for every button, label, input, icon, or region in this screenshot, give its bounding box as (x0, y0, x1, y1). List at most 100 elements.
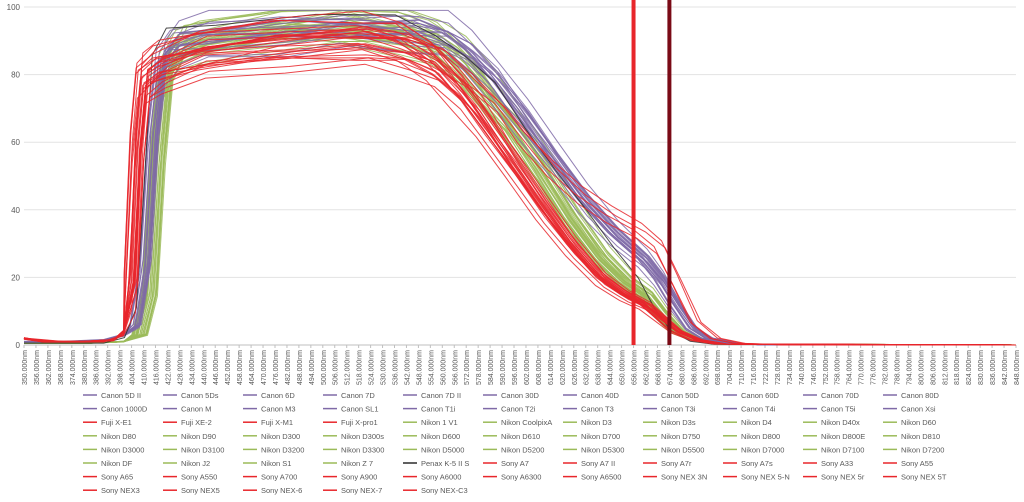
x-tick-label: 446.000nm (213, 350, 220, 385)
x-tick-label: 764.000nm (847, 350, 854, 385)
legend-label: Nikon D3200 (261, 445, 304, 454)
x-tick-label: 488.000nm (297, 350, 304, 385)
y-tick-label: 100 (7, 3, 21, 12)
legend-label: Penax K-5 II S (421, 459, 469, 468)
x-tick-label: 638.000nm (596, 350, 603, 385)
legend-label: Nikon D90 (181, 432, 216, 441)
series-line (24, 30, 1017, 346)
x-tick-label: 464.000nm (249, 350, 256, 385)
x-tick-label: 380.000nm (82, 350, 89, 385)
legend-label: Canon 5D II (101, 391, 141, 400)
legend-label: Canon T5i (821, 405, 856, 414)
x-tick-label: 668.000nm (655, 350, 662, 385)
legend-label: Canon 7D II (421, 391, 461, 400)
x-tick-label: 728.000nm (775, 350, 782, 385)
legend-label: Nikon D60 (901, 418, 936, 427)
legend-label: Sony NEX5 (181, 486, 220, 495)
x-tick-label: 740.000nm (799, 350, 806, 385)
y-tick-label: 20 (11, 273, 20, 282)
x-tick-label: 824.000nm (966, 350, 973, 385)
x-tick-label: 722.000nm (763, 350, 770, 385)
legend-label: Nikon D3300 (341, 445, 384, 454)
legend-label: Nikon D4 (741, 418, 772, 427)
x-tick-label: 500.000nm (321, 350, 328, 385)
x-tick-label: 710.000nm (739, 350, 746, 385)
x-tick-label: 650.000nm (620, 350, 627, 385)
legend-label: Canon 40D (581, 391, 620, 400)
legend-label: Nikon D610 (501, 432, 540, 441)
x-tick-label: 416.000nm (153, 350, 160, 385)
legend-label: Canon T3 (581, 405, 614, 414)
legend-label: Nikon D40x (821, 418, 860, 427)
legend-label: Nikon D3 (581, 418, 612, 427)
legend-label: Sony NEX3 (101, 486, 140, 495)
x-tick-label: 680.000nm (679, 350, 686, 385)
legend-label: Canon 7D (341, 391, 375, 400)
legend-label: Sony A7 II (581, 459, 615, 468)
x-tick-label: 620.000nm (560, 350, 567, 385)
legend-label: Sony A700 (261, 473, 297, 482)
legend-label: Sony NEX 5r (821, 473, 865, 482)
x-tick-label: 362.000nm (46, 350, 53, 385)
x-tick-label: 440.000nm (201, 350, 208, 385)
series-line (23, 57, 1017, 346)
x-tick-label: 506.000nm (333, 350, 340, 385)
x-tick-label: 350.000nm (22, 350, 29, 385)
legend-label: Sony NEX 5-N (741, 473, 790, 482)
x-tick-label: 656.000nm (632, 350, 639, 385)
legend-label: Nikon D600 (421, 432, 460, 441)
legend-label: Sony NEX-7 (341, 486, 382, 495)
legend-label: Nikon D300 (261, 432, 300, 441)
plot-series (23, 9, 1017, 346)
x-tick-label: 392.000nm (106, 350, 113, 385)
x-tick-label: 608.000nm (536, 350, 543, 385)
legend-label: Nikon S1 (261, 459, 291, 468)
x-tick-label: 788.000nm (894, 350, 901, 385)
x-tick-label: 410.000nm (142, 350, 149, 385)
legend-label: Sony A55 (901, 459, 933, 468)
x-tick-label: 830.000nm (978, 350, 985, 385)
x-tick-label: 806.000nm (930, 350, 937, 385)
x-tick-label: 848.000nm (1014, 350, 1021, 385)
legend-label: Sony A6300 (501, 473, 541, 482)
legend-label: Canon Xsi (901, 405, 936, 414)
x-tick-label: 716.000nm (751, 350, 758, 385)
legend-label: Fuji XE-2 (181, 418, 212, 427)
legend-label: Nikon D810 (901, 432, 940, 441)
series-line (23, 25, 1017, 346)
x-tick-label: 686.000nm (691, 350, 698, 385)
x-tick-label: 536.000nm (393, 350, 400, 385)
x-tick-label: 758.000nm (835, 350, 842, 385)
y-axis-ticks: 0 20 40 60 80 100 (7, 3, 21, 350)
legend-label: Nikon CoolpixA (501, 418, 552, 427)
x-tick-label: 674.000nm (667, 350, 674, 385)
x-tick-label: 800.000nm (918, 350, 925, 385)
x-tick-label: 452.000nm (225, 350, 232, 385)
x-axis-ticks: 350.000nm 356.000nm 362.000nm 368.000nm 374.… (22, 345, 1021, 385)
x-tick-label: 590.000nm (500, 350, 507, 385)
x-tick-label: 626.000nm (572, 350, 579, 385)
legend-label: Nikon D3s (661, 418, 696, 427)
x-tick-label: 470.000nm (261, 350, 268, 385)
legend-label: Sony A33 (821, 459, 853, 468)
legend-label: Nikon D3100 (181, 445, 224, 454)
legend-label: Canon M (181, 405, 211, 414)
legend-label: Nikon D700 (581, 432, 620, 441)
x-tick-label: 584.000nm (488, 350, 495, 385)
x-tick-label: 404.000nm (130, 350, 137, 385)
legend-label: Sony A6000 (421, 473, 461, 482)
series-line (23, 43, 1017, 346)
legend-label: Nikon D5300 (581, 445, 624, 454)
legend-label: Sony A65 (101, 473, 133, 482)
legend-label: Nikon D300s (341, 432, 384, 441)
legend-label: Nikon DF (101, 459, 133, 468)
x-tick-label: 782.000nm (883, 350, 890, 385)
legend-label: Fuji X-pro1 (341, 418, 378, 427)
legend-label: Canon T3i (661, 405, 696, 414)
x-tick-label: 812.000nm (942, 350, 949, 385)
legend-label: Canon 60D (741, 391, 780, 400)
legend: Canon 5D II Canon 5Ds Canon 6D Canon 7D Cano… (83, 391, 947, 495)
x-tick-label: 368.000nm (58, 350, 65, 385)
legend-label: Nikon J2 (181, 459, 210, 468)
series-line (23, 49, 1017, 346)
